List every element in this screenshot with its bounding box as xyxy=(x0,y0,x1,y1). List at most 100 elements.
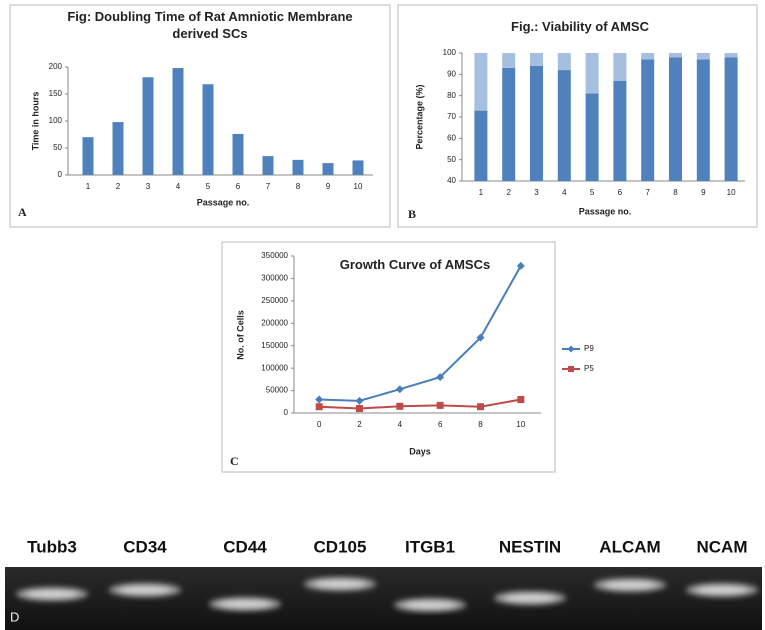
bar-segment xyxy=(641,59,654,181)
chart-title: Growth Curve of AMSCs xyxy=(300,256,530,273)
panel-label: B xyxy=(408,207,416,221)
gel-band xyxy=(119,586,171,594)
bar xyxy=(323,163,334,175)
panel-label: D xyxy=(10,609,19,624)
bar-segment xyxy=(586,94,599,181)
bar-segment xyxy=(641,53,654,59)
panel-label: A xyxy=(18,205,27,219)
bar-segment xyxy=(474,53,487,111)
bar-segment xyxy=(669,53,682,57)
y-tick-label: 60 xyxy=(447,133,456,142)
legend-label: P9 xyxy=(584,344,594,353)
x-axis-label: Passage no. xyxy=(579,206,632,216)
y-tick-label: 100 xyxy=(49,116,63,125)
bar-segment xyxy=(725,53,738,57)
bar-segment xyxy=(474,111,487,181)
point xyxy=(356,405,363,412)
bar-segment xyxy=(586,53,599,94)
gel-band xyxy=(314,580,366,588)
y-axis-label: Percentage (%) xyxy=(414,84,424,149)
point xyxy=(396,403,403,410)
bar-segment xyxy=(725,57,738,181)
y-axis-label: No. of Cells xyxy=(235,310,245,360)
gel-band xyxy=(604,581,656,589)
lane-label: CD34 xyxy=(123,537,167,556)
point xyxy=(437,402,444,409)
bar-segment xyxy=(613,53,626,81)
x-axis-label: Days xyxy=(409,446,431,456)
bar xyxy=(83,137,94,175)
x-axis-label: Passage no. xyxy=(197,197,250,207)
y-tick-label: 200 xyxy=(49,62,63,71)
legend-marker xyxy=(568,346,575,353)
lane-label: NCAM xyxy=(697,537,748,556)
gel-band xyxy=(504,594,556,602)
bar-segment xyxy=(502,53,515,68)
y-tick-label: 50 xyxy=(53,143,62,152)
legend-marker xyxy=(568,366,574,372)
x-tick-label: 2 xyxy=(506,188,511,197)
y-tick-label: 50 xyxy=(447,155,456,164)
x-tick-label: 3 xyxy=(534,188,539,197)
y-tick-label: 150000 xyxy=(261,341,288,350)
chart-title: Fig.: Viability of AMSC xyxy=(420,18,740,35)
bar xyxy=(293,160,304,175)
bar-segment xyxy=(558,53,571,70)
y-tick-label: 250000 xyxy=(261,296,288,305)
bar xyxy=(263,156,274,175)
bar-segment xyxy=(530,66,543,181)
bar xyxy=(233,134,244,175)
figure: Fig: Doubling Time of Rat Amniotic Membr… xyxy=(0,0,765,630)
bar-segment xyxy=(530,53,543,66)
y-tick-label: 70 xyxy=(447,112,456,121)
bar xyxy=(143,77,154,175)
point xyxy=(316,403,323,410)
lane-label: CD44 xyxy=(223,537,267,556)
bar-segment xyxy=(613,81,626,181)
lane-label: ITGB1 xyxy=(405,537,455,556)
bar xyxy=(353,160,364,175)
gel-band xyxy=(26,590,78,598)
x-tick-label: 1 xyxy=(479,188,484,197)
gel-band xyxy=(696,586,748,594)
x-tick-label: 3 xyxy=(146,182,151,191)
title-box: Fig.: Viability of AMSC xyxy=(420,18,740,40)
gel-band xyxy=(404,601,456,609)
x-tick-label: 8 xyxy=(478,420,483,429)
x-tick-label: 4 xyxy=(398,420,403,429)
bar xyxy=(203,84,214,175)
x-tick-label: 7 xyxy=(266,182,271,191)
y-tick-label: 50000 xyxy=(266,386,289,395)
x-tick-label: 6 xyxy=(236,182,241,191)
x-tick-label: 9 xyxy=(326,182,331,191)
bar-segment xyxy=(502,68,515,181)
x-tick-label: 2 xyxy=(116,182,121,191)
x-tick-label: 6 xyxy=(438,420,443,429)
bar-segment xyxy=(697,53,710,59)
y-tick-label: 300000 xyxy=(261,274,288,283)
title-box: Fig: Doubling Time of Rat Amniotic Membr… xyxy=(60,8,360,48)
y-tick-label: 100 xyxy=(443,48,457,57)
point xyxy=(517,396,524,403)
panel-label: C xyxy=(230,454,239,468)
lane-label: Tubb3 xyxy=(27,537,77,556)
x-tick-label: 8 xyxy=(296,182,301,191)
bar xyxy=(173,68,184,175)
x-tick-label: 10 xyxy=(727,188,736,197)
x-tick-label: 6 xyxy=(618,188,623,197)
x-tick-label: 4 xyxy=(562,188,567,197)
lane-label: ALCAM xyxy=(599,537,660,556)
y-tick-label: 100000 xyxy=(261,363,288,372)
y-tick-label: 40 xyxy=(447,176,456,185)
point xyxy=(477,403,484,410)
x-tick-label: 9 xyxy=(701,188,706,197)
title-box: Growth Curve of AMSCs xyxy=(300,256,530,278)
x-tick-label: 10 xyxy=(354,182,363,191)
y-tick-label: 0 xyxy=(284,408,289,417)
x-tick-label: 2 xyxy=(357,420,362,429)
x-tick-label: 4 xyxy=(176,182,181,191)
x-tick-label: 10 xyxy=(516,420,525,429)
x-tick-label: 1 xyxy=(86,182,91,191)
bar-segment xyxy=(697,59,710,181)
gel-band xyxy=(219,600,271,608)
